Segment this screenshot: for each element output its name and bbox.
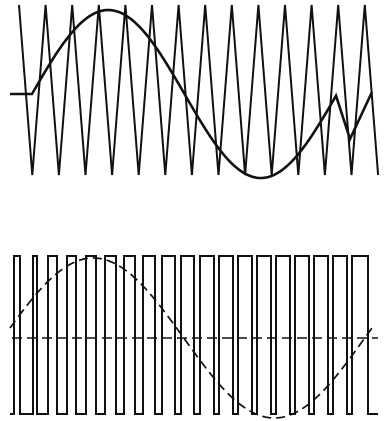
- bottom-panel: [9, 255, 378, 419]
- pwm-output-wave: [10, 255, 378, 415]
- sine-reference-bottom: [9, 257, 373, 419]
- sine-reference-top: [10, 8, 374, 180]
- top-panel: [10, 4, 380, 180]
- triangle-carrier-wave: [18, 4, 380, 176]
